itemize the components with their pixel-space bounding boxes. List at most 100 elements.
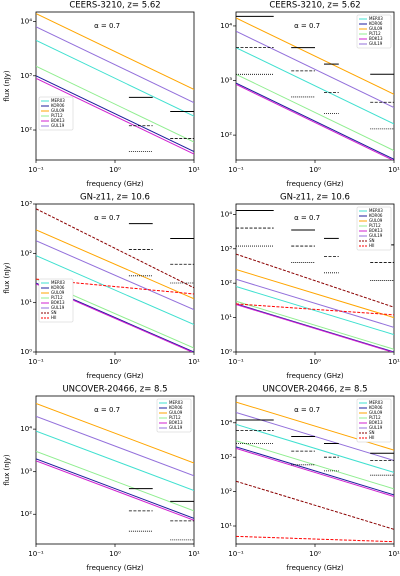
legend-label: KOR06 — [369, 405, 383, 410]
legend-label: PLT12 — [369, 31, 381, 36]
annotation: α = 0.7 — [294, 406, 320, 414]
panel: UNCOVER-20466, z= 8.5 frequency (GHz) flux… — [3, 385, 200, 573]
series-line — [236, 446, 394, 496]
legend-label: MER03 — [51, 280, 65, 285]
series-line — [36, 450, 194, 512]
x-tick-label: 10¹ — [388, 166, 400, 174]
legend-label: HII — [51, 315, 56, 320]
legend-label: GUL19 — [51, 123, 65, 128]
panel: GN-z11, z= 10.6 frequency (GHz) flux (nJy)… — [3, 193, 200, 381]
legend-label: BOK13 — [169, 420, 183, 425]
legend-label: BOK13 — [369, 228, 383, 233]
series-line — [236, 447, 394, 497]
y-tick-label: 10⁴ — [20, 425, 32, 433]
legend-label: GUL19 — [51, 305, 65, 310]
series-line — [236, 253, 394, 308]
series-line — [236, 269, 394, 319]
x-tick-label: 10⁻¹ — [228, 550, 244, 558]
legend-label: PLT12 — [169, 415, 181, 420]
series-line — [236, 17, 394, 95]
x-tick-label: 10⁻¹ — [28, 358, 44, 366]
series-line — [236, 83, 394, 160]
legend-label: KOR06 — [51, 285, 65, 290]
x-axis-label: frequency (GHz) — [86, 564, 143, 572]
legend-label: GUL19 — [369, 233, 383, 238]
legend-label: BOK13 — [51, 118, 65, 123]
plot-lines — [236, 15, 394, 160]
series-line — [36, 240, 194, 311]
annotation: α = 0.7 — [294, 214, 320, 222]
x-tick-label: 10⁰ — [309, 550, 321, 558]
x-axis-label: frequency (GHz) — [86, 372, 143, 380]
legend-label: KOR06 — [169, 405, 183, 410]
series-line — [236, 73, 394, 152]
panel-title: UNCOVER-20466, z= 8.5 — [262, 385, 367, 395]
legend-label: PLT12 — [51, 113, 63, 118]
y-tick-label: 10³ — [20, 72, 32, 80]
series-line — [236, 47, 394, 125]
x-tick-label: 10¹ — [388, 550, 400, 558]
y-tick-label: 10⁴ — [220, 210, 232, 218]
series-line — [236, 440, 394, 490]
legend-label: GUL19 — [369, 425, 383, 430]
y-tick-label: 10⁰ — [20, 348, 32, 356]
series-line — [236, 82, 394, 160]
series-line — [36, 255, 194, 326]
x-tick-label: 10⁰ — [309, 358, 321, 366]
x-tick-label: 10⁻¹ — [228, 166, 244, 174]
panel-title: CEERS-3210, z= 5.62 — [269, 1, 360, 11]
legend-box — [156, 398, 192, 433]
x-tick-label: 10⁻¹ — [28, 550, 44, 558]
legend-label: MER03 — [169, 400, 183, 405]
legend-label: GUL09 — [369, 410, 383, 415]
y-tick-label: 10¹ — [20, 299, 32, 307]
annotation: α = 0.7 — [94, 22, 120, 30]
legend-box — [38, 96, 74, 131]
series-line — [36, 77, 194, 155]
legend-label: BOK13 — [369, 420, 383, 425]
x-axis-label: frequency (GHz) — [86, 180, 143, 188]
y-tick-label: 10⁴ — [220, 22, 232, 30]
y-axis-label: flux (nJy) — [3, 454, 11, 486]
legend-box — [356, 398, 392, 443]
series-line — [36, 39, 194, 117]
x-tick-label: 10⁰ — [109, 358, 121, 366]
legend-label: KOR06 — [51, 103, 65, 108]
series-line — [236, 30, 394, 108]
series-line — [236, 300, 394, 350]
plot-lines — [36, 13, 194, 155]
legend-label: KOR06 — [369, 21, 383, 26]
series-line — [36, 75, 194, 153]
legend-label: MER03 — [369, 208, 383, 213]
legend-label: BOK13 — [51, 300, 65, 305]
x-tick-label: 10⁰ — [109, 550, 121, 558]
x-tick-label: 10⁰ — [309, 166, 321, 174]
legend-label: MER03 — [51, 98, 65, 103]
legend-label: GUL09 — [169, 410, 183, 415]
y-axis-label: flux (nJy) — [3, 70, 11, 102]
legend-label: PLT12 — [369, 415, 381, 420]
legend-label: MER03 — [369, 400, 383, 405]
x-axis-label: frequency (GHz) — [286, 180, 343, 188]
series-line — [236, 286, 394, 336]
legend-label: SN — [369, 430, 375, 435]
panel-title: GN-z11, z= 10.6 — [80, 193, 150, 203]
series-line — [36, 458, 194, 519]
annotation: α = 0.7 — [94, 406, 120, 414]
x-axis-label: frequency (GHz) — [286, 372, 343, 380]
series-line — [236, 278, 394, 328]
legend-box — [38, 278, 74, 323]
y-tick-label: 10³ — [20, 200, 32, 208]
x-tick-label: 10¹ — [188, 358, 200, 366]
series-line — [236, 304, 394, 352]
panel-title: CEERS-3210, z= 5.62 — [69, 1, 160, 11]
plot-lines — [36, 403, 194, 541]
y-tick-label: 10² — [220, 279, 232, 287]
series-line — [36, 278, 194, 295]
series-line — [36, 13, 194, 90]
y-tick-label: 10² — [20, 510, 32, 518]
y-tick-label: 10¹ — [220, 522, 232, 530]
legend-box — [356, 14, 392, 49]
x-tick-label: 10⁰ — [109, 166, 121, 174]
legend-label: PLT12 — [51, 295, 63, 300]
